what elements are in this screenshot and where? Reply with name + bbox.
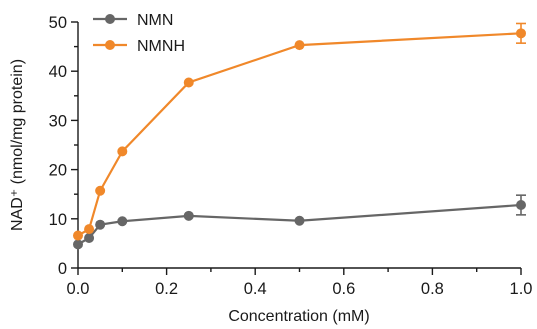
series-layer	[73, 22, 526, 250]
x-axis-title: Concentration (mM)	[228, 308, 369, 325]
legend-item-nmn: NMN	[93, 12, 173, 29]
y-axis-title: NAD⁺ (nmol/mg protein)	[9, 59, 26, 231]
axes: 0.0 0.2 0.4 0.6 0.8 1.0 0 10 20 30 40 50	[49, 14, 533, 298]
x-tick-label: 0.8	[421, 280, 444, 298]
y-tick-label: 30	[49, 112, 67, 130]
y-ticks: 0 10 20 30 40 50	[49, 14, 78, 278]
y-tick-label: 40	[49, 63, 67, 81]
data-point	[84, 232, 95, 243]
x-tick-label: 0.6	[332, 280, 355, 298]
data-point	[84, 224, 95, 235]
series-nmnh	[73, 22, 526, 241]
legend-label: NMN	[137, 12, 173, 29]
data-point	[73, 239, 83, 250]
data-point	[294, 40, 305, 51]
legend-label: NMNH	[137, 38, 185, 55]
data-point	[183, 77, 194, 88]
data-point	[294, 215, 305, 226]
series-nmn	[73, 194, 526, 250]
x-ticks: 0.0 0.2 0.4 0.6 0.8 1.0	[67, 268, 533, 298]
legend-swatch-marker	[105, 14, 115, 24]
x-tick-label: 0.4	[244, 280, 267, 298]
x-tick-label: 0.0	[67, 280, 90, 298]
data-point	[95, 185, 106, 196]
legend-swatch-marker	[105, 40, 115, 50]
data-point	[516, 28, 526, 39]
data-point	[117, 146, 128, 157]
series-line	[77, 32, 522, 237]
x-tick-label: 0.2	[155, 280, 178, 298]
y-tick-label: 0	[58, 260, 67, 278]
y-tick-label: 50	[49, 14, 67, 32]
y-tick-label: 20	[49, 162, 67, 180]
x-tick-label: 1.0	[510, 280, 533, 298]
legend: NMN NMNH	[93, 12, 185, 55]
data-point	[183, 210, 194, 221]
data-point	[117, 216, 128, 227]
data-point	[516, 200, 526, 211]
data-point	[95, 219, 106, 230]
y-tick-label: 10	[49, 211, 67, 229]
data-point	[73, 230, 83, 241]
legend-item-nmnh: NMNH	[93, 38, 185, 55]
